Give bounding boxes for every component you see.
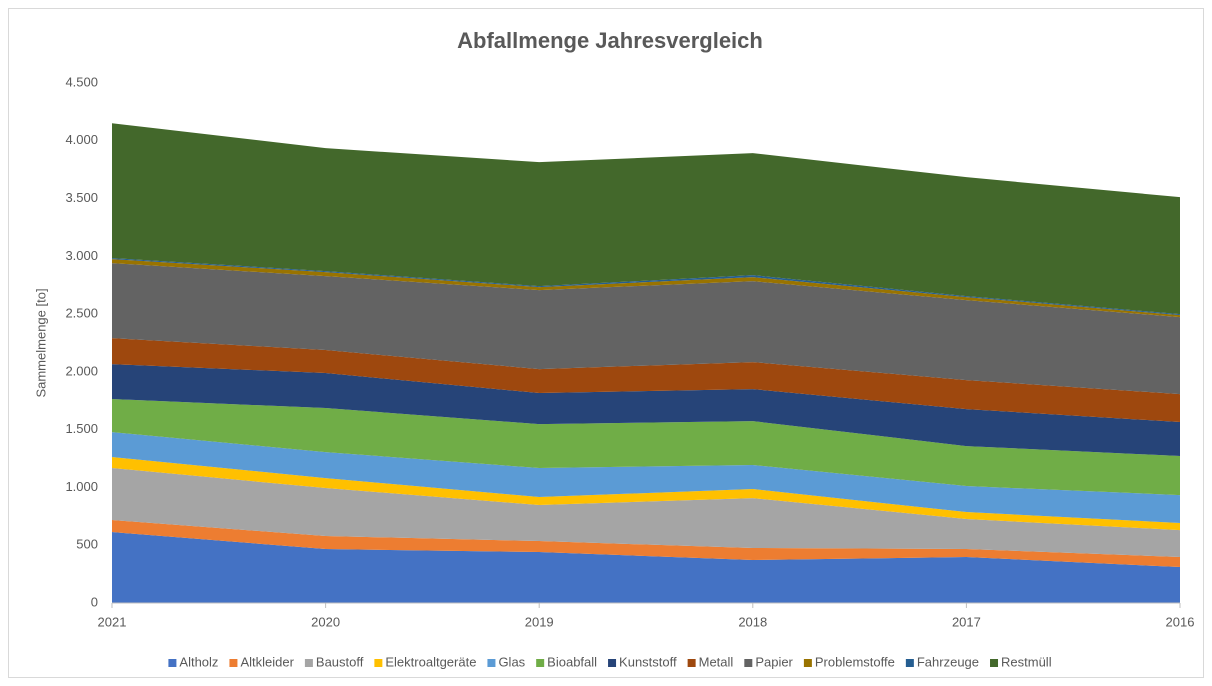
legend-swatch xyxy=(990,659,999,667)
area xyxy=(112,520,1180,568)
legend-swatch xyxy=(744,659,753,667)
legend-label: Kunststoff xyxy=(619,654,677,669)
area xyxy=(112,457,1180,531)
chart-title: Abfallmenge Jahresvergleich xyxy=(457,28,763,53)
legend-label: Elektroaltgeräte xyxy=(385,654,476,669)
legend-label: Fahrzeuge xyxy=(917,654,979,669)
y-tick-label: 2.500 xyxy=(65,306,98,321)
y-tick-label: 0 xyxy=(91,594,98,609)
area xyxy=(112,263,1180,395)
y-tick-label: 4.000 xyxy=(65,132,98,147)
legend-swatch xyxy=(487,659,496,667)
x-tick-label: 2016 xyxy=(1166,614,1195,629)
y-tick-label: 1.000 xyxy=(65,479,98,494)
plot-area xyxy=(112,123,1180,603)
area xyxy=(112,123,1180,315)
legend-swatch xyxy=(608,659,617,667)
legend-label: Baustoff xyxy=(316,654,364,669)
x-tick-label: 2018 xyxy=(738,614,767,629)
legend-label: Problemstoffe xyxy=(815,654,895,669)
legend-swatch xyxy=(229,659,238,667)
legend-label: Papier xyxy=(755,654,793,669)
y-tick-label: 4.500 xyxy=(65,74,98,89)
area xyxy=(112,468,1180,558)
legend-swatch xyxy=(374,659,383,667)
x-tick-label: 2017 xyxy=(952,614,981,629)
x-tick-label: 2019 xyxy=(525,614,554,629)
legend-swatch xyxy=(687,659,696,667)
y-tick-label: 1.500 xyxy=(65,421,98,436)
legend-label: Altkleider xyxy=(240,654,294,669)
legend-swatch xyxy=(304,659,313,667)
y-tick-label: 2.000 xyxy=(65,363,98,378)
legend-label: Metall xyxy=(699,654,734,669)
legend-label: Altholz xyxy=(179,654,218,669)
legend-label: Glas xyxy=(498,654,525,669)
area xyxy=(112,399,1180,496)
x-tick-label: 2020 xyxy=(311,614,340,629)
legend-label: Restmüll xyxy=(1001,654,1052,669)
y-tick-label: 500 xyxy=(76,537,98,552)
area xyxy=(112,432,1180,524)
y-axis-label: Sammelmenge [to] xyxy=(33,288,48,397)
legend-label: Bioabfall xyxy=(547,654,597,669)
y-tick-label: 3.000 xyxy=(65,248,98,263)
area xyxy=(112,532,1180,603)
area xyxy=(112,364,1180,457)
area xyxy=(112,338,1180,423)
legend: Altholz Altkleider Baustoff Elektroaltgerät… xyxy=(168,654,1052,669)
y-tick-label: 3.500 xyxy=(65,190,98,205)
legend-swatch xyxy=(536,659,545,667)
legend-swatch xyxy=(905,659,914,667)
legend-swatch xyxy=(803,659,812,667)
x-tick-label: 2021 xyxy=(98,614,127,629)
legend-swatch xyxy=(168,659,177,667)
